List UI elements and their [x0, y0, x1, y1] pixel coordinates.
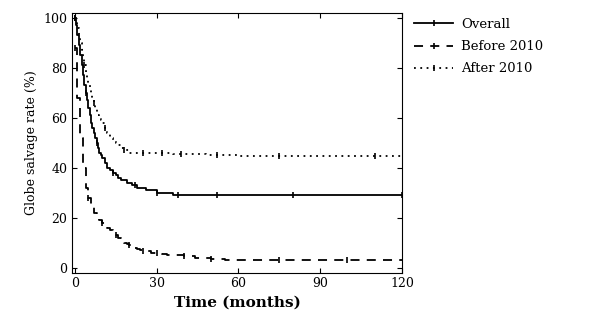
Y-axis label: Globe salvage rate (%): Globe salvage rate (%) [25, 70, 38, 215]
X-axis label: Time (months): Time (months) [173, 296, 301, 310]
Legend: Overall, Before 2010, After 2010: Overall, Before 2010, After 2010 [409, 13, 549, 81]
